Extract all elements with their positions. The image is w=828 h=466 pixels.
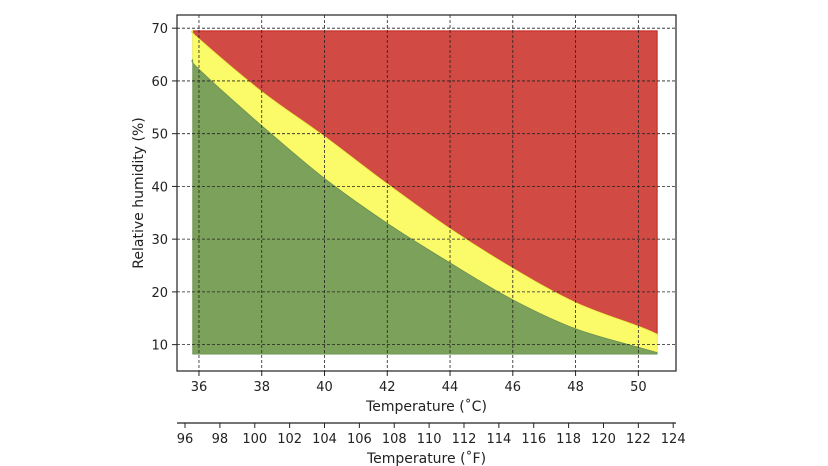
f-tick-label: 116	[521, 432, 546, 447]
x-tick-label: 46	[505, 380, 522, 395]
f-tick-label: 102	[277, 432, 302, 447]
f-tick-label: 106	[347, 432, 372, 447]
x-tick-label: 50	[630, 380, 647, 395]
f-tick-label: 110	[417, 432, 442, 447]
x-tick-label: 42	[379, 380, 396, 395]
x-axis-celsius-ticks: 36 38 40 42 44 46 48 50	[191, 371, 647, 395]
safe-area	[191, 58, 658, 355]
f-tick-label: 120	[591, 432, 616, 447]
f-tick-label: 100	[242, 432, 267, 447]
f-tick-label: 112	[452, 432, 477, 447]
x-axis-label-celsius: Temperature (˚C)	[365, 398, 487, 415]
plot-frame	[176, 14, 677, 372]
f-tick-label: 114	[486, 432, 511, 447]
f-tick-label: 108	[382, 432, 407, 447]
risk-areas	[191, 29, 658, 355]
f-tick-label: 98	[212, 432, 229, 447]
y-tick-label: 40	[151, 180, 168, 195]
x-tick-label: 38	[253, 380, 270, 395]
y-tick-label: 60	[151, 75, 168, 90]
grid-lines	[177, 15, 676, 371]
x-axis-label-fahrenheit: Temperature (˚F)	[366, 450, 486, 466]
y-axis-ticks: 10 20 30 40 50 60 70	[151, 22, 177, 354]
x-tick-label: 40	[316, 380, 333, 395]
f-tick-label: 122	[626, 432, 651, 447]
x-tick-label: 44	[442, 380, 459, 395]
y-axis-label: Relative humidity (%)	[131, 117, 147, 268]
y-tick-label: 10	[151, 339, 168, 354]
x-axis-fahrenheit-ticks: 96 98 100 102 104 106 108 110 112 114 116 118 120 122…	[177, 423, 686, 447]
f-tick-label: 104	[312, 432, 337, 447]
f-tick-label: 124	[661, 432, 686, 447]
y-tick-label: 70	[151, 22, 168, 37]
f-tick-label: 96	[177, 432, 194, 447]
y-tick-label: 50	[151, 128, 168, 143]
y-tick-label: 20	[151, 286, 168, 301]
y-tick-label: 30	[151, 233, 168, 248]
x-tick-label: 36	[191, 380, 208, 395]
x-tick-label: 48	[567, 380, 584, 395]
f-tick-label: 118	[556, 432, 581, 447]
